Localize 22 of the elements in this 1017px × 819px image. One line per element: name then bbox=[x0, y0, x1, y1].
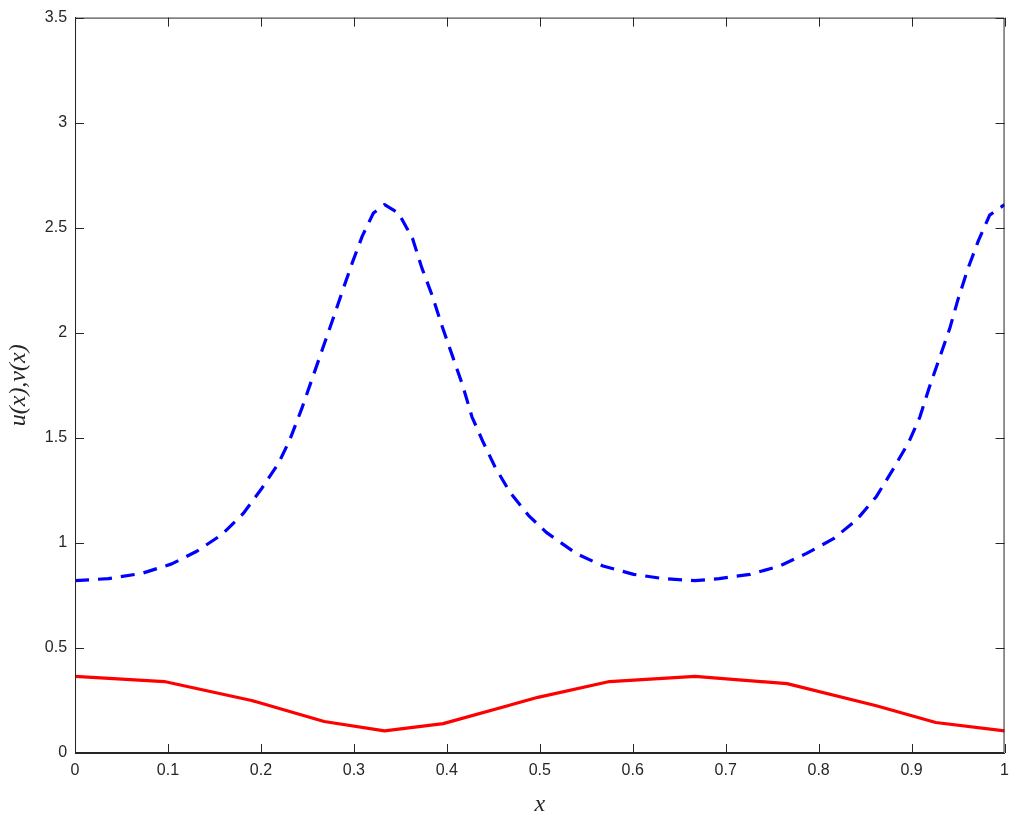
x-tick-label: 0.4 bbox=[435, 761, 459, 779]
y-tick-label: 3.5 bbox=[44, 8, 68, 26]
line-series bbox=[75, 203, 1005, 583]
x-tick-label: 0.5 bbox=[528, 761, 552, 779]
y-tick-label: 1 bbox=[58, 533, 68, 551]
x-tick-label: 0.8 bbox=[807, 761, 830, 779]
x-tick-label: 1 bbox=[1000, 761, 1010, 779]
x-tick-label: 0.1 bbox=[156, 761, 180, 779]
y-tick-label: 0.5 bbox=[44, 638, 68, 656]
x-tick-label: 0 bbox=[70, 761, 80, 779]
x-axis-title: x bbox=[533, 789, 546, 816]
x-tick-label: 0.6 bbox=[621, 761, 644, 779]
x-tick-label: 0.3 bbox=[342, 761, 366, 779]
x-tick-label: 0.9 bbox=[900, 761, 923, 779]
y-tick-label: 3 bbox=[58, 113, 68, 131]
y-tick-label: 0 bbox=[58, 743, 68, 761]
y-tick-label: 2.5 bbox=[44, 218, 68, 236]
y-axis-title: u(x),v(x) bbox=[3, 344, 30, 427]
x-tick-label: 0.2 bbox=[249, 761, 273, 779]
x-tick-label: 0.7 bbox=[714, 761, 737, 779]
y-tick-label: 2 bbox=[58, 323, 68, 341]
y-tick-label: 1.5 bbox=[44, 428, 68, 446]
